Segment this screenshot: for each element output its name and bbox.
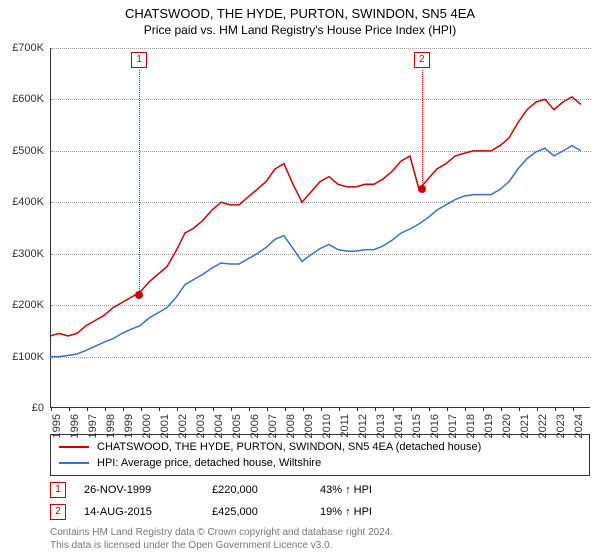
legend-swatch <box>59 446 89 448</box>
legend-label: HPI: Average price, detached house, Wilt… <box>97 457 321 469</box>
series-line-hpi <box>50 146 581 357</box>
sale-record-row: 1 26-NOV-1999 £220,000 43% ↑ HPI <box>50 482 590 498</box>
sale-delta-vs-hpi: 19% ↑ HPI <box>320 506 410 518</box>
y-axis-label: £700K <box>12 42 44 54</box>
chart-legend: CHATSWOOD, THE HYDE, PURTON, SWINDON, SN… <box>50 434 590 476</box>
y-axis-label: £600K <box>12 93 44 105</box>
legend-row: HPI: Average price, detached house, Wilt… <box>59 455 581 471</box>
sale-record-row: 2 14-AUG-2015 £425,000 19% ↑ HPI <box>50 504 590 520</box>
y-axis-label: £500K <box>12 145 44 157</box>
y-axis-label: £0 <box>32 402 44 414</box>
sale-index-box: 2 <box>50 504 66 520</box>
sale-index-box: 1 <box>50 482 66 498</box>
licence-line-2: This data is licensed under the Open Gov… <box>50 539 590 552</box>
licence-line-1: Contains HM Land Registry data © Crown c… <box>50 526 590 539</box>
sale-price: £425,000 <box>212 506 302 518</box>
sale-date: 14-AUG-2015 <box>84 506 194 518</box>
sale-delta-vs-hpi: 43% ↑ HPI <box>320 484 410 496</box>
y-axis-label: £300K <box>12 248 44 260</box>
chart-title: CHATSWOOD, THE HYDE, PURTON, SWINDON, SN… <box>0 6 600 21</box>
sale-price: £220,000 <box>212 484 302 496</box>
chart-plot-area: £0£100K£200K£300K£400K£500K£600K£700K199… <box>50 48 590 408</box>
legend-row: CHATSWOOD, THE HYDE, PURTON, SWINDON, SN… <box>59 439 581 455</box>
chart-subtitle: Price paid vs. HM Land Registry's House … <box>0 23 600 37</box>
y-axis-label: £400K <box>12 196 44 208</box>
series-line-subject <box>50 97 581 336</box>
legend-swatch <box>59 462 89 464</box>
y-axis-label: £200K <box>12 299 44 311</box>
y-axis-label: £100K <box>12 351 44 363</box>
legend-label: CHATSWOOD, THE HYDE, PURTON, SWINDON, SN… <box>97 441 481 453</box>
sale-date: 26-NOV-1999 <box>84 484 194 496</box>
